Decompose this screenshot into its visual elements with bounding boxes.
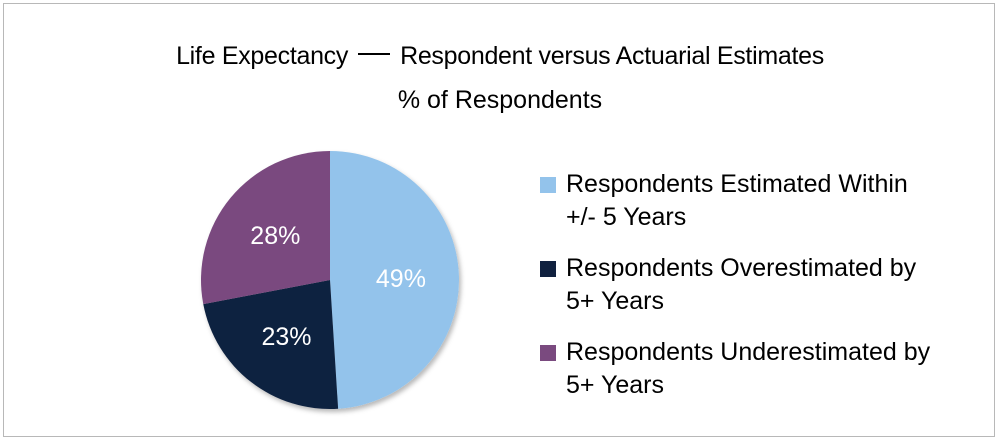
legend-label-within-line2: +/- 5 Years [566, 203, 687, 231]
chart-subtitle: % of Respondents [397, 86, 603, 114]
legend-item-overestimated: Respondents Overestimated by 5+ Years [540, 252, 980, 318]
chart-title-part1: Life Expectancy [176, 42, 349, 70]
legend-swatch-overestimated [540, 261, 556, 277]
legend-item-underestimated: Respondents Underestimated by 5+ Years [540, 336, 980, 402]
legend-label-overestimated-line2: 5+ Years [566, 287, 665, 315]
legend-label-overestimated-line1: Respondents Overestimated by [566, 254, 917, 282]
pie-label-within: 49% [376, 265, 426, 293]
title-dash [358, 53, 391, 56]
pie-slice-overestimated [203, 280, 339, 410]
legend-item-within: Respondents Estimated Within +/- 5 Years [540, 168, 980, 234]
legend: Respondents Estimated Within +/- 5 Years… [540, 168, 980, 420]
legend-label-underestimated-line2: 5+ Years [566, 371, 665, 399]
legend-label-within-line1: Respondents Estimated Within [566, 170, 908, 198]
pie-label-overestimated: 23% [261, 323, 311, 351]
chart-title-part2: Respondent versus Actuarial Estimates [400, 42, 824, 70]
legend-swatch-underestimated [540, 345, 556, 361]
chart-frame [3, 3, 995, 437]
pie-label-underestimated: 28% [250, 222, 300, 250]
legend-swatch-within [540, 177, 556, 193]
pie-chart: 49% 23% 28% [201, 151, 459, 410]
chart-title: Life Expectancy Respondent versus Actuari… [0, 42, 1000, 71]
legend-label-underestimated-line1: Respondents Underestimated by [566, 338, 931, 366]
pie-slice-within [330, 151, 459, 409]
pie-slice-underestimated [201, 151, 330, 305]
